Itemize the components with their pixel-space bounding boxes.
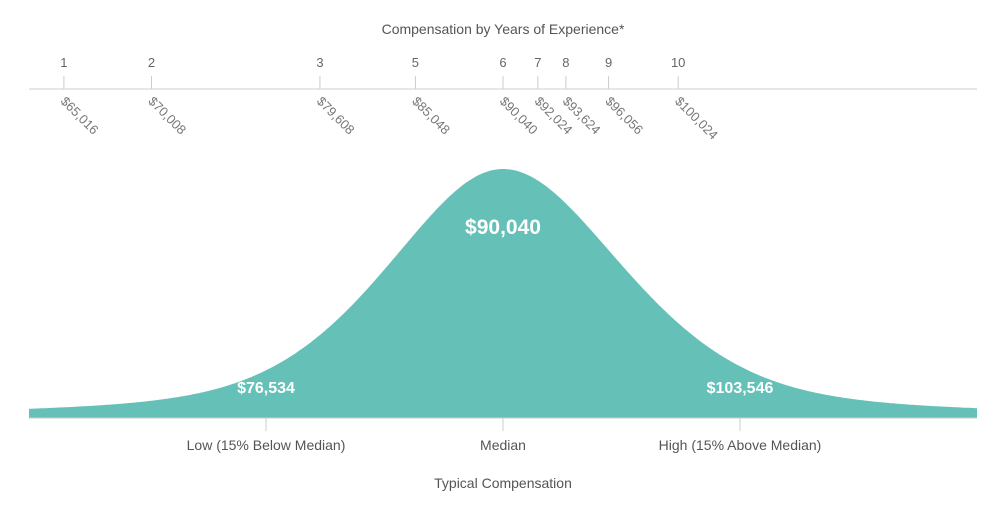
salary-label: $90,040 [497,94,541,138]
years-label: 2 [148,55,155,70]
salary-label: $96,056 [602,94,646,138]
salary-label: $70,008 [145,94,189,138]
x-axis-label: Typical Compensation [434,475,572,491]
salary-label: $85,048 [409,94,453,138]
years-label: 9 [605,55,612,70]
experience-axis: 1 $65,016 2 $70,008 3 $79,608 5 $85,048 6 $90,040… [29,55,977,142]
typical-compensation-axis [29,417,977,431]
years-label: 6 [499,55,506,70]
years-label: 1 [60,55,67,70]
chart-title: Compensation by Years of Experience* [382,21,625,37]
low-value-label: $76,534 [237,380,295,397]
distribution-area [29,169,977,418]
years-label: 10 [671,55,685,70]
category-high-label: High (15% Above Median) [659,437,822,453]
high-value-label: $103,546 [707,380,774,397]
years-label: 5 [412,55,419,70]
salary-label: $65,016 [58,94,102,138]
category-low-label: Low (15% Below Median) [187,437,346,453]
years-label: 8 [562,55,569,70]
median-value-label: $90,040 [465,216,541,239]
category-median-label: Median [480,437,526,453]
years-label: 3 [316,55,323,70]
years-label: 7 [534,55,541,70]
salary-label: $100,024 [672,94,721,143]
salary-label: $79,608 [314,94,358,138]
